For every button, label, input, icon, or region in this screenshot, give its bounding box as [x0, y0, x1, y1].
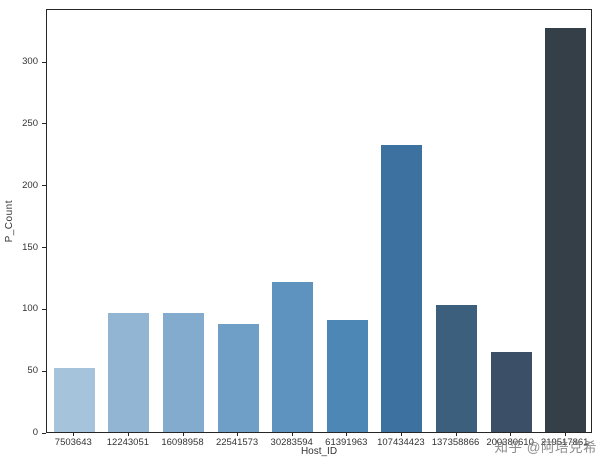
x-tick-label: 137358866: [431, 437, 480, 448]
x-tick-mark: [564, 433, 566, 436]
bar-12243051: [108, 313, 150, 432]
y-axis-title-text: P_Count: [3, 199, 15, 243]
bar-16098958: [163, 313, 204, 432]
bar-61391963: [326, 319, 368, 432]
y-tick-label: 200: [22, 179, 38, 191]
y-tick-label: 150: [22, 241, 38, 253]
x-tick-label: 22541573: [215, 437, 259, 448]
y-tick-mark: [42, 123, 46, 125]
x-axis-title: Host_ID: [300, 446, 338, 457]
x-tick-mark: [237, 433, 239, 436]
y-tick-mark: [42, 61, 46, 63]
x-tick-mark: [346, 433, 348, 436]
x-tick-mark: [291, 433, 293, 436]
bar-107434423: [381, 145, 423, 432]
y-tick-mark: [42, 185, 46, 187]
x-tick-label: 219517861: [540, 437, 589, 448]
y-tick-label: 0: [32, 427, 38, 438]
bar-7503643: [53, 367, 95, 432]
x-tick-label: 12243051: [106, 437, 150, 448]
x-tick-mark: [73, 433, 75, 436]
y-tick-label: 50: [27, 365, 38, 377]
bar-219517861: [545, 27, 587, 432]
x-tick-label: 107434423: [377, 437, 425, 448]
x-tick-label: 61391963: [325, 437, 368, 448]
y-tick-mark: [42, 308, 46, 310]
zhihu-watermark: 知乎 @阿培克希: [494, 440, 597, 455]
bar-22541573: [217, 324, 259, 432]
bar-137358866: [436, 304, 477, 432]
y-tick-label: 250: [22, 117, 38, 129]
x-tick-label: 7503643: [54, 437, 92, 448]
x-tick-mark: [127, 433, 129, 436]
x-tick-mark: [455, 433, 457, 436]
x-tick-label: 16098958: [161, 437, 204, 448]
x-tick-mark: [182, 433, 184, 436]
bar-200380610: [490, 351, 532, 432]
x-tick-mark: [400, 433, 402, 436]
x-tick-label: 30283594: [270, 437, 313, 448]
y-tick-label: 100: [22, 303, 38, 315]
y-tick-mark: [42, 370, 46, 372]
y-tick-label: 300: [22, 56, 38, 68]
y-tick-mark: [42, 432, 46, 434]
plot-area: [46, 9, 592, 433]
y-tick-mark: [42, 247, 46, 249]
bar-30283594: [272, 282, 314, 432]
x-tick-label: 200380610: [486, 437, 534, 448]
x-tick-mark: [510, 433, 512, 436]
